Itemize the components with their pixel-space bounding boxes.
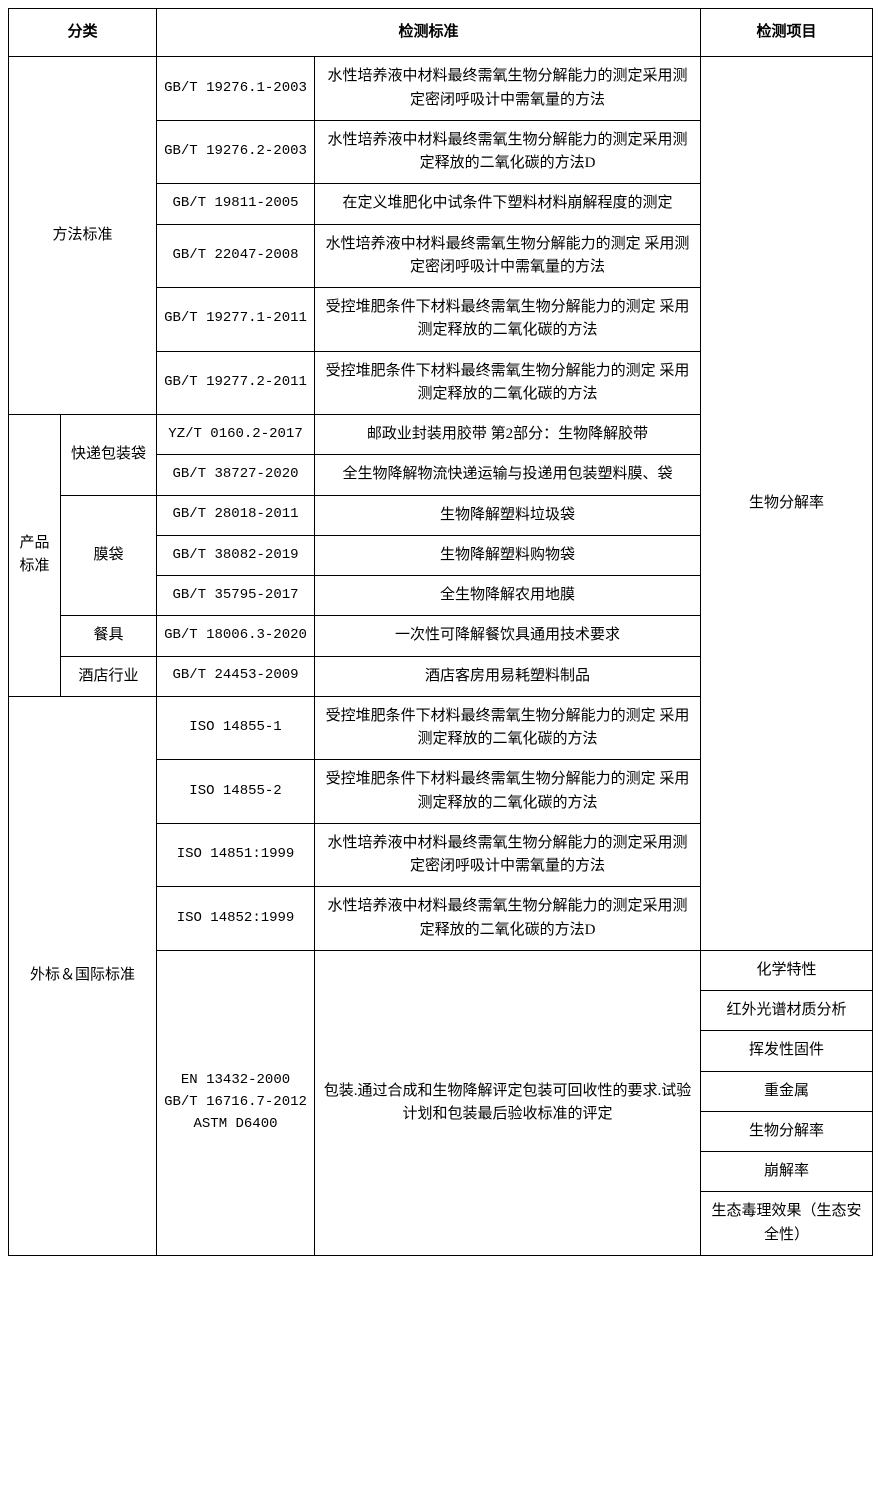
table-row: 方法标准 GB/T 19276.1-2003 水性培养液中材料最终需氧生物分解能… — [9, 57, 873, 121]
subcat-hotel: 酒店行业 — [61, 656, 157, 696]
std-desc: 邮政业封装用胶带 第2部分：生物降解胶带 — [315, 415, 701, 455]
std-desc: 水性培养液中材料最终需氧生物分解能力的测定采用测定密闭呼吸计中需氧量的方法 — [315, 57, 701, 121]
std-desc: 水性培养液中材料最终需氧生物分解能力的测定采用测定密闭呼吸计中需氧量的方法 — [315, 823, 701, 887]
std-code-multi: EN 13432-2000 GB/T 16716.7-2012 ASTM D64… — [157, 950, 315, 1255]
std-code: GB/T 19811-2005 — [157, 184, 315, 224]
cat-intl: 外标＆国际标准 — [9, 696, 157, 1255]
std-code: GB/T 38727-2020 — [157, 455, 315, 495]
std-desc: 全生物降解物流快递运输与投递用包装塑料膜、袋 — [315, 455, 701, 495]
cat-product: 产品标准 — [9, 415, 61, 697]
std-code: GB/T 28018-2011 — [157, 495, 315, 535]
std-desc: 全生物降解农用地膜 — [315, 576, 701, 616]
item-cell: 重金属 — [701, 1071, 873, 1111]
std-code: ISO 14851:1999 — [157, 823, 315, 887]
std-desc: 水性培养液中材料最终需氧生物分解能力的测定采用测定释放的二氧化碳的方法D — [315, 120, 701, 184]
std-desc: 水性培养液中材料最终需氧生物分解能力的测定采用测定释放的二氧化碳的方法D — [315, 887, 701, 951]
std-desc: 一次性可降解餐饮具通用技术要求 — [315, 616, 701, 656]
std-code: GB/T 19277.1-2011 — [157, 288, 315, 352]
item-cell: 挥发性固件 — [701, 1031, 873, 1071]
std-code: GB/T 18006.3-2020 — [157, 616, 315, 656]
subcat-express: 快递包装袋 — [61, 415, 157, 496]
item-cell: 化学特性 — [701, 950, 873, 990]
std-code: GB/T 22047-2008 — [157, 224, 315, 288]
th-category: 分类 — [9, 9, 157, 57]
item-cell: 生态毒理效果（生态安全性） — [701, 1192, 873, 1256]
std-code: GB/T 24453-2009 — [157, 656, 315, 696]
std-code: GB/T 19277.2-2011 — [157, 351, 315, 415]
std-code: ISO 14855-1 — [157, 696, 315, 760]
std-code: GB/T 19276.1-2003 — [157, 57, 315, 121]
std-desc: 受控堆肥条件下材料最终需氧生物分解能力的测定 采用测定释放的二氧化碳的方法 — [315, 351, 701, 415]
subcat-film: 膜袋 — [61, 495, 157, 616]
std-code: GB/T 38082-2019 — [157, 535, 315, 575]
std-desc: 在定义堆肥化中试条件下塑料材料崩解程度的测定 — [315, 184, 701, 224]
th-standard: 检测标准 — [157, 9, 701, 57]
standards-table: 分类 检测标准 检测项目 方法标准 GB/T 19276.1-2003 水性培养… — [8, 8, 873, 1256]
cat-method: 方法标准 — [9, 57, 157, 415]
std-desc: 受控堆肥条件下材料最终需氧生物分解能力的测定 采用测定释放的二氧化碳的方法 — [315, 760, 701, 824]
std-code: YZ/T 0160.2-2017 — [157, 415, 315, 455]
std-code: ISO 14852:1999 — [157, 887, 315, 951]
std-code: ISO 14855-2 — [157, 760, 315, 824]
std-desc-multi: 包装.通过合成和生物降解评定包装可回收性的要求.试验计划和包装最后验收标准的评定 — [315, 950, 701, 1255]
item-cell: 红外光谱材质分析 — [701, 991, 873, 1031]
table-header-row: 分类 检测标准 检测项目 — [9, 9, 873, 57]
std-desc: 受控堆肥条件下材料最终需氧生物分解能力的测定 采用测定释放的二氧化碳的方法 — [315, 696, 701, 760]
std-code: GB/T 19276.2-2003 — [157, 120, 315, 184]
item-cell: 生物分解率 — [701, 1111, 873, 1151]
std-desc: 酒店客房用易耗塑料制品 — [315, 656, 701, 696]
std-desc: 水性培养液中材料最终需氧生物分解能力的测定 采用测定密闭呼吸计中需氧量的方法 — [315, 224, 701, 288]
std-code: GB/T 35795-2017 — [157, 576, 315, 616]
std-desc: 受控堆肥条件下材料最终需氧生物分解能力的测定 采用测定释放的二氧化碳的方法 — [315, 288, 701, 352]
std-desc: 生物降解塑料垃圾袋 — [315, 495, 701, 535]
th-item: 检测项目 — [701, 9, 873, 57]
subcat-tableware: 餐具 — [61, 616, 157, 656]
std-desc: 生物降解塑料购物袋 — [315, 535, 701, 575]
item-main: 生物分解率 — [701, 57, 873, 951]
item-cell: 崩解率 — [701, 1152, 873, 1192]
